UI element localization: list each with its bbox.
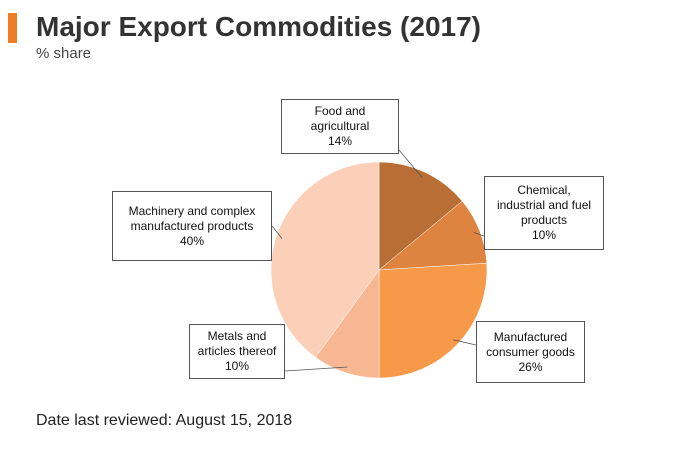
callout-value: 14% xyxy=(327,134,353,148)
callout-manufactured-consumer-goods: Manufactured consumer goods 26% xyxy=(476,321,585,383)
date-last-reviewed: Date last reviewed: August 15, 2018 xyxy=(36,412,293,429)
callout-line: consumer goods xyxy=(486,344,575,359)
callout-line: manufactured products xyxy=(130,218,254,233)
callout-line: Machinery and complex xyxy=(128,203,256,218)
callout-leader-lines xyxy=(271,149,485,372)
callout-food-agricultural: Food and agricultural 14% xyxy=(281,99,399,154)
callout-line: agricultural xyxy=(310,119,370,133)
leader-line xyxy=(453,339,477,346)
chart-subtitle: % share xyxy=(36,45,92,62)
callout-line: industrial and fuel xyxy=(496,198,592,212)
callout-line: Metals and xyxy=(207,329,267,343)
leader-line xyxy=(271,225,283,239)
callout-line: articles thereof xyxy=(197,344,277,358)
pie-slices xyxy=(270,161,488,379)
callout-line: Food and xyxy=(314,104,366,118)
callout-metals-articles: Metals and articles thereof 10% xyxy=(189,324,285,379)
slice-food-agricultural xyxy=(378,161,463,271)
callout-chemical-industrial-fuel: Chemical, industrial and fuel products 1… xyxy=(484,176,604,250)
callout-value: 26% xyxy=(518,359,543,374)
callout-value: 10% xyxy=(531,228,557,242)
leader-line xyxy=(284,366,348,372)
callout-line: Manufactured xyxy=(493,329,568,344)
title-accent-bar xyxy=(8,13,17,43)
callout-machinery-complex: Machinery and complex manufactured produ… xyxy=(112,191,272,261)
callout-line: products xyxy=(520,213,568,227)
callout-line: Chemical, xyxy=(517,183,571,197)
callout-value: 40% xyxy=(179,233,205,248)
slice-manufactured-consumer-goods xyxy=(378,262,488,379)
chart-title: Major Export Commodities (2017) xyxy=(36,11,481,42)
callout-value: 10% xyxy=(224,359,250,373)
leader-line xyxy=(398,149,423,178)
leader-line xyxy=(473,232,485,237)
slice-machinery-complex xyxy=(270,161,380,358)
